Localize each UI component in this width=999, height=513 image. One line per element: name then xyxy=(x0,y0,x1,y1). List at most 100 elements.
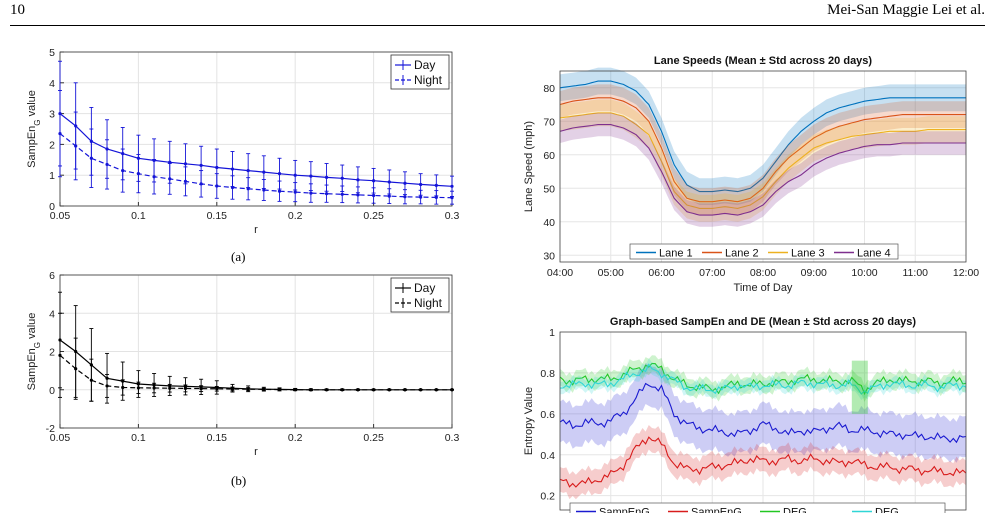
data-point xyxy=(58,353,62,357)
chart-b: 0.05 0.1 0.15 0.2 0.25 0.3 -2 0 2 4 6 r SampEnG valu… xyxy=(26,270,459,458)
data-point xyxy=(309,388,313,392)
legend-label-2: Lane 3 xyxy=(791,248,825,260)
x-tick-label: 08:00 xyxy=(750,267,776,279)
data-point xyxy=(199,387,203,391)
x-tick-label: 10:00 xyxy=(851,267,877,279)
legend-label: Night xyxy=(414,73,443,87)
data-point xyxy=(105,384,109,388)
y-axis-label: Lane Speed (mph) xyxy=(523,121,535,212)
series-line-3 xyxy=(559,124,966,216)
y-tick-label: 0.4 xyxy=(540,450,555,462)
legend-box xyxy=(629,243,899,260)
data-point xyxy=(152,175,156,179)
data-point xyxy=(340,192,344,196)
x-tick-label: 0.3 xyxy=(445,432,460,444)
y-tick-label: 70 xyxy=(543,116,555,128)
data-point xyxy=(136,386,140,390)
series-line-2 xyxy=(560,362,966,396)
y-axis-label-main: SampEn xyxy=(26,348,38,390)
y-axis-label: SampEnG value xyxy=(26,313,42,391)
data-point xyxy=(215,165,219,170)
y-tick-label: 4 xyxy=(49,78,55,90)
data-point xyxy=(199,163,203,167)
data-point xyxy=(89,156,93,160)
std-band-3 xyxy=(560,358,966,401)
chart-title: Graph-based SampEn and DE (Mean ± Std ac… xyxy=(610,316,917,328)
y-axis-label: SampEnG value xyxy=(26,90,42,168)
y-tick-label: 0 xyxy=(49,201,55,213)
y-tick-label: 3 xyxy=(49,109,55,121)
plot-group xyxy=(560,332,966,510)
data-point xyxy=(309,174,313,178)
series-line-0 xyxy=(559,80,966,193)
x-tick-label: 0.2 xyxy=(288,210,303,222)
data-point xyxy=(293,190,297,194)
data-point xyxy=(309,191,313,195)
data-point xyxy=(324,192,329,196)
data-point xyxy=(372,193,376,198)
x-axis-label: Time of Day xyxy=(734,282,793,294)
y-tick-label: 2 xyxy=(49,139,55,151)
data-point xyxy=(136,172,140,176)
legend-label: Day xyxy=(414,281,435,295)
data-point xyxy=(419,195,423,199)
data-point xyxy=(246,387,250,391)
data-point xyxy=(356,178,360,182)
y-tick-label: 5 xyxy=(49,47,55,59)
x-tick-label: 06:00 xyxy=(648,267,674,279)
y-tick-label: 80 xyxy=(543,83,555,95)
series-line-2 xyxy=(559,112,966,209)
spike-band xyxy=(851,360,868,414)
x-tick-label: 0.05 xyxy=(50,432,71,444)
legend-box xyxy=(390,277,450,313)
x-tick-label: 0.05 xyxy=(50,210,71,222)
y-tick-label: 0.6 xyxy=(540,409,555,421)
data-point xyxy=(340,176,344,180)
std-band-1 xyxy=(560,84,966,216)
x-tick-label: 12:00 xyxy=(953,267,979,279)
y-tick-label: 0.8 xyxy=(540,368,555,380)
y-tick-label: 1 xyxy=(49,170,55,182)
y-axis-label-main: SampEn xyxy=(26,126,38,168)
data-point xyxy=(403,388,407,392)
x-tick-label: 04:00 xyxy=(547,267,573,279)
chart-title: Lane Speeds (Mean ± Std across 20 days) xyxy=(654,55,873,67)
y-tick-label: 6 xyxy=(49,270,55,282)
data-point xyxy=(450,196,454,200)
plot-frame xyxy=(559,70,967,263)
series-line-3 xyxy=(560,363,966,395)
data-point xyxy=(419,182,423,187)
x-tick-label: 11:00 xyxy=(903,267,929,279)
y-tick-label: 50 xyxy=(543,183,555,195)
data-point xyxy=(356,193,360,197)
data-point xyxy=(262,188,266,192)
data-point xyxy=(340,388,344,392)
chart-c: 04:00 05:00 06:00 07:00 08:00 09:00 10:00 11:00… xyxy=(523,55,979,294)
legend-box xyxy=(569,502,946,513)
data-point xyxy=(230,185,235,190)
std-band-3 xyxy=(560,112,966,227)
data-point xyxy=(434,183,438,187)
chart-a: 0.05 0.1 0.15 0.2 0.25 0.3 0 1 2 3 4 5 r SampEnG valu… xyxy=(26,47,459,236)
x-tick-label: 05:00 xyxy=(598,267,624,279)
x-axis-label: r xyxy=(254,224,258,236)
y-tick-label: 1 xyxy=(549,327,555,339)
data-point xyxy=(74,367,78,371)
y-tick-label: 40 xyxy=(543,217,555,229)
y-tick-label: 0.2 xyxy=(540,491,555,503)
data-point xyxy=(152,386,156,390)
data-point xyxy=(293,173,297,177)
x-tick-label: 0.15 xyxy=(207,210,228,222)
data-point xyxy=(89,378,93,382)
legend-label-0: SampEnG xyxy=(599,507,650,513)
y-axis-label-tail: value xyxy=(26,313,38,342)
y-tick-label: 0 xyxy=(49,385,55,397)
data-point xyxy=(199,182,203,186)
y-axis-label-subscript: G xyxy=(33,119,42,125)
data-point xyxy=(105,162,109,167)
y-axis-label-subscript: G xyxy=(33,342,42,348)
data-point xyxy=(230,167,235,171)
data-point xyxy=(183,162,188,166)
legend-label: Night xyxy=(414,296,443,310)
